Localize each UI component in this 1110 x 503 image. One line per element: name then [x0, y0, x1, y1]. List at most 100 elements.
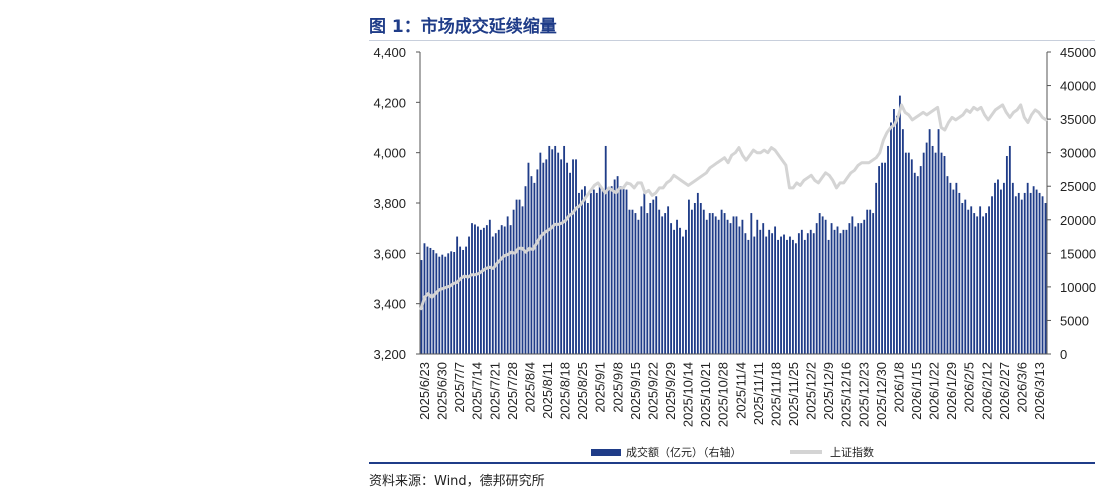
volume-bar [658, 209, 661, 354]
volume-bar [1002, 182, 1005, 354]
volume-bar [572, 159, 574, 354]
volume-bar [866, 209, 869, 354]
x-tick-label: 2025/9/1 [593, 362, 608, 413]
volume-bar [1017, 192, 1020, 354]
x-tick-label: 2025/7/21 [487, 362, 502, 420]
x-tick-label: 2025/7/7 [452, 362, 467, 413]
volume-bar [827, 239, 830, 354]
right-tick-label: 15000 [1060, 246, 1096, 261]
volume-bar [848, 223, 851, 354]
x-tick-label: 2025/12/23 [856, 362, 871, 427]
volume-bar [783, 234, 785, 354]
volume-bar [818, 213, 821, 354]
volume-bar [589, 192, 592, 354]
volume-bar [988, 206, 990, 354]
volume-bar [545, 159, 548, 354]
volume-bar [961, 203, 964, 354]
volume-bar [771, 233, 774, 354]
volume-bar [1044, 203, 1047, 354]
right-tick-label: 0 [1060, 347, 1067, 362]
volume-bar [955, 182, 958, 354]
volume-bar [586, 203, 589, 354]
left-tick-label: 3,400 [373, 297, 406, 312]
source-note: 资料来源：Wind，德邦研究所 [369, 474, 545, 489]
volume-bar [563, 145, 566, 354]
volume-bar [450, 251, 453, 354]
volume-bar [578, 192, 580, 354]
volume-bar [575, 159, 577, 354]
volume-bar [789, 236, 791, 354]
x-tick-label: 2025/8/25 [575, 362, 590, 420]
volume-bar [480, 229, 482, 354]
volume-bar [506, 216, 509, 354]
x-tick-label: 2025/10/28 [716, 362, 731, 427]
volume-bar [881, 162, 883, 354]
volume-bar [500, 225, 503, 354]
volume-bar [824, 219, 827, 354]
volume-bar [693, 203, 696, 354]
x-tick-label: 2025/10/21 [698, 362, 713, 427]
volume-bar [821, 216, 824, 354]
volume-bar [551, 149, 554, 354]
volume-bar [997, 179, 999, 354]
volume-bar [690, 209, 693, 354]
volume-bar [711, 213, 714, 354]
figure-title: 图 1：市场成交延续缩量 [369, 17, 557, 37]
x-tick-label: 2026/1/15 [909, 362, 924, 420]
volume-bar [622, 186, 625, 354]
volume-bar [893, 109, 895, 354]
x-tick-label: 2025/11/25 [786, 362, 801, 426]
volume-bar [634, 213, 637, 354]
volume-bar [812, 233, 815, 354]
right-tick-label: 20000 [1060, 213, 1096, 228]
x-axis-ticks: 2025/6/23 2025/6/30 2025/7/7 2025/7/14 2025/… [417, 362, 1047, 427]
x-tick-label: 2025/7/28 [505, 362, 520, 420]
volume-bar [521, 206, 524, 354]
x-tick-label: 2026/3/13 [1032, 362, 1047, 420]
volume-bar [794, 243, 797, 354]
volume-bar [872, 213, 875, 354]
volume-bar [471, 223, 473, 354]
volume-bar [759, 229, 762, 354]
volume-bar [967, 209, 970, 354]
title-divider [369, 40, 1095, 41]
volume-bar [887, 145, 889, 354]
volume-bar [833, 229, 836, 354]
volume-bar [1023, 192, 1026, 354]
volume-bar [598, 186, 601, 354]
legend-line-label: 上证指数 [830, 445, 874, 459]
volume-bar [952, 189, 955, 354]
volume-bar [919, 166, 922, 354]
volume-bar [913, 172, 916, 354]
volume-bar [482, 227, 485, 354]
volume-bar [685, 229, 687, 354]
left-tick-label: 3,800 [373, 196, 406, 211]
volume-bar [1041, 196, 1044, 354]
volume-bar [854, 226, 857, 354]
volume-bar [970, 206, 973, 354]
volume-bar [527, 162, 530, 354]
right-tick-label: 25000 [1060, 179, 1096, 194]
volume-bar [714, 216, 717, 354]
volume-bar [922, 152, 925, 354]
x-tick-label: 2025/12/30 [874, 362, 889, 427]
volume-bar [904, 152, 907, 354]
volume-bar [910, 159, 913, 354]
volume-bar [1008, 145, 1011, 354]
volume-bar [637, 219, 640, 354]
volume-bar [488, 219, 491, 354]
x-tick-label: 2025/11/4 [733, 362, 748, 419]
x-tick-label: 2025/12/16 [839, 362, 854, 427]
volume-bar [1011, 182, 1014, 354]
volume-bar [601, 189, 604, 354]
volume-bar [696, 192, 699, 354]
volume-bar [530, 176, 533, 354]
volume-bar [803, 239, 806, 354]
volume-bar [560, 159, 563, 354]
index-line-layer [419, 103, 1048, 311]
volume-bar [916, 176, 919, 354]
volume-bar [447, 253, 450, 354]
volume-bar [625, 189, 628, 354]
volume-bar [426, 246, 429, 354]
volume-bar [830, 223, 833, 354]
